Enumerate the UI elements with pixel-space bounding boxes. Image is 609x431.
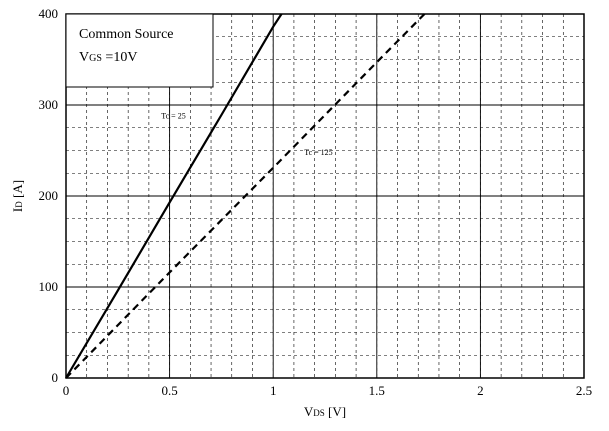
legend-vgs-subscript: GS bbox=[89, 53, 102, 64]
series-label-tc125: Tc = 125 bbox=[304, 148, 332, 157]
x-tick-label: 2 bbox=[477, 383, 484, 398]
x-axis-subscript: DS bbox=[313, 408, 325, 418]
x-tick-label: 1.5 bbox=[369, 383, 385, 398]
legend-title: Common Source bbox=[79, 27, 174, 42]
legend-vgs: VGS =10V bbox=[79, 50, 137, 65]
x-tick-label: 2.5 bbox=[576, 383, 592, 398]
x-tick-label: 0 bbox=[63, 383, 70, 398]
y-axis-subscript: D bbox=[14, 201, 24, 208]
series-layer: Tc = 25 Tc = 125 bbox=[65, 13, 426, 379]
plot-frame bbox=[65, 13, 585, 379]
legend-box: Common Source VGS =10V bbox=[65, 13, 214, 88]
legend-vgs-value: =10V bbox=[102, 50, 138, 65]
y-tick-label: 0 bbox=[52, 370, 59, 385]
series-line-tc125 bbox=[65, 13, 426, 379]
legend-vgs-symbol: V bbox=[79, 50, 89, 65]
series-label-tc25: Tc = 25 bbox=[161, 112, 185, 121]
x-axis-unit: [V] bbox=[325, 404, 346, 419]
x-tick-label: 0.5 bbox=[161, 383, 177, 398]
y-axis-symbol: I bbox=[10, 208, 25, 212]
x-axis-symbol: V bbox=[304, 404, 314, 419]
x-axis-label: VDS [V] bbox=[304, 404, 346, 419]
y-tick-label: 300 bbox=[39, 97, 59, 112]
y-tick-label: 100 bbox=[39, 279, 59, 294]
y-tick-label: 200 bbox=[39, 188, 59, 203]
y-axis-unit: [A] bbox=[10, 180, 25, 201]
y-axis-label: ID [A] bbox=[10, 180, 25, 212]
series-line-tc25 bbox=[65, 13, 283, 379]
y-tick-label: 400 bbox=[39, 6, 59, 21]
tick-labels: 0 0.5 1 1.5 2 2.5 0 100 200 300 400 bbox=[39, 6, 593, 398]
x-tick-label: 1 bbox=[270, 383, 277, 398]
